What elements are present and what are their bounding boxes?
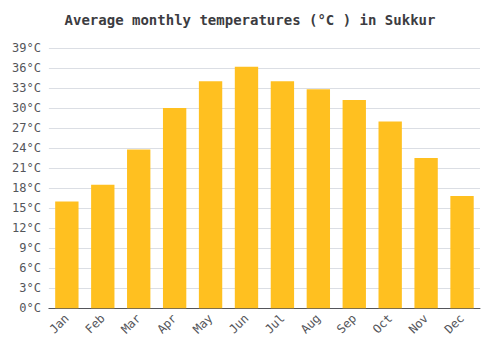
svg-text:9°C: 9°C xyxy=(19,241,41,255)
svg-text:Mar: Mar xyxy=(118,311,143,336)
svg-text:Jun: Jun xyxy=(226,311,251,336)
svg-text:Aug: Aug xyxy=(298,311,323,336)
svg-text:Apr: Apr xyxy=(154,311,179,336)
svg-text:3°C: 3°C xyxy=(19,281,41,295)
svg-text:0°C: 0°C xyxy=(19,301,41,315)
svg-text:Jul: Jul xyxy=(262,311,287,336)
svg-text:12°C: 12°C xyxy=(12,221,41,235)
svg-text:24°C: 24°C xyxy=(12,141,41,155)
svg-text:33°C: 33°C xyxy=(12,81,41,95)
svg-text:18°C: 18°C xyxy=(12,181,41,195)
svg-text:39°C: 39°C xyxy=(12,41,41,55)
svg-text:Nov: Nov xyxy=(406,311,431,336)
svg-text:Dec: Dec xyxy=(442,311,467,336)
svg-text:Feb: Feb xyxy=(83,311,108,336)
svg-text:30°C: 30°C xyxy=(12,101,41,115)
svg-text:Oct: Oct xyxy=(370,311,395,336)
svg-text:Average monthly temperatures (: Average monthly temperatures (°C ) in Su… xyxy=(65,12,436,28)
svg-text:May: May xyxy=(190,311,215,336)
svg-text:15°C: 15°C xyxy=(12,201,41,215)
svg-text:21°C: 21°C xyxy=(12,161,41,175)
svg-text:27°C: 27°C xyxy=(12,121,41,135)
svg-text:Sep: Sep xyxy=(334,311,359,336)
svg-text:6°C: 6°C xyxy=(19,261,41,275)
svg-text:Jan: Jan xyxy=(47,311,72,336)
svg-text:36°C: 36°C xyxy=(12,61,41,75)
